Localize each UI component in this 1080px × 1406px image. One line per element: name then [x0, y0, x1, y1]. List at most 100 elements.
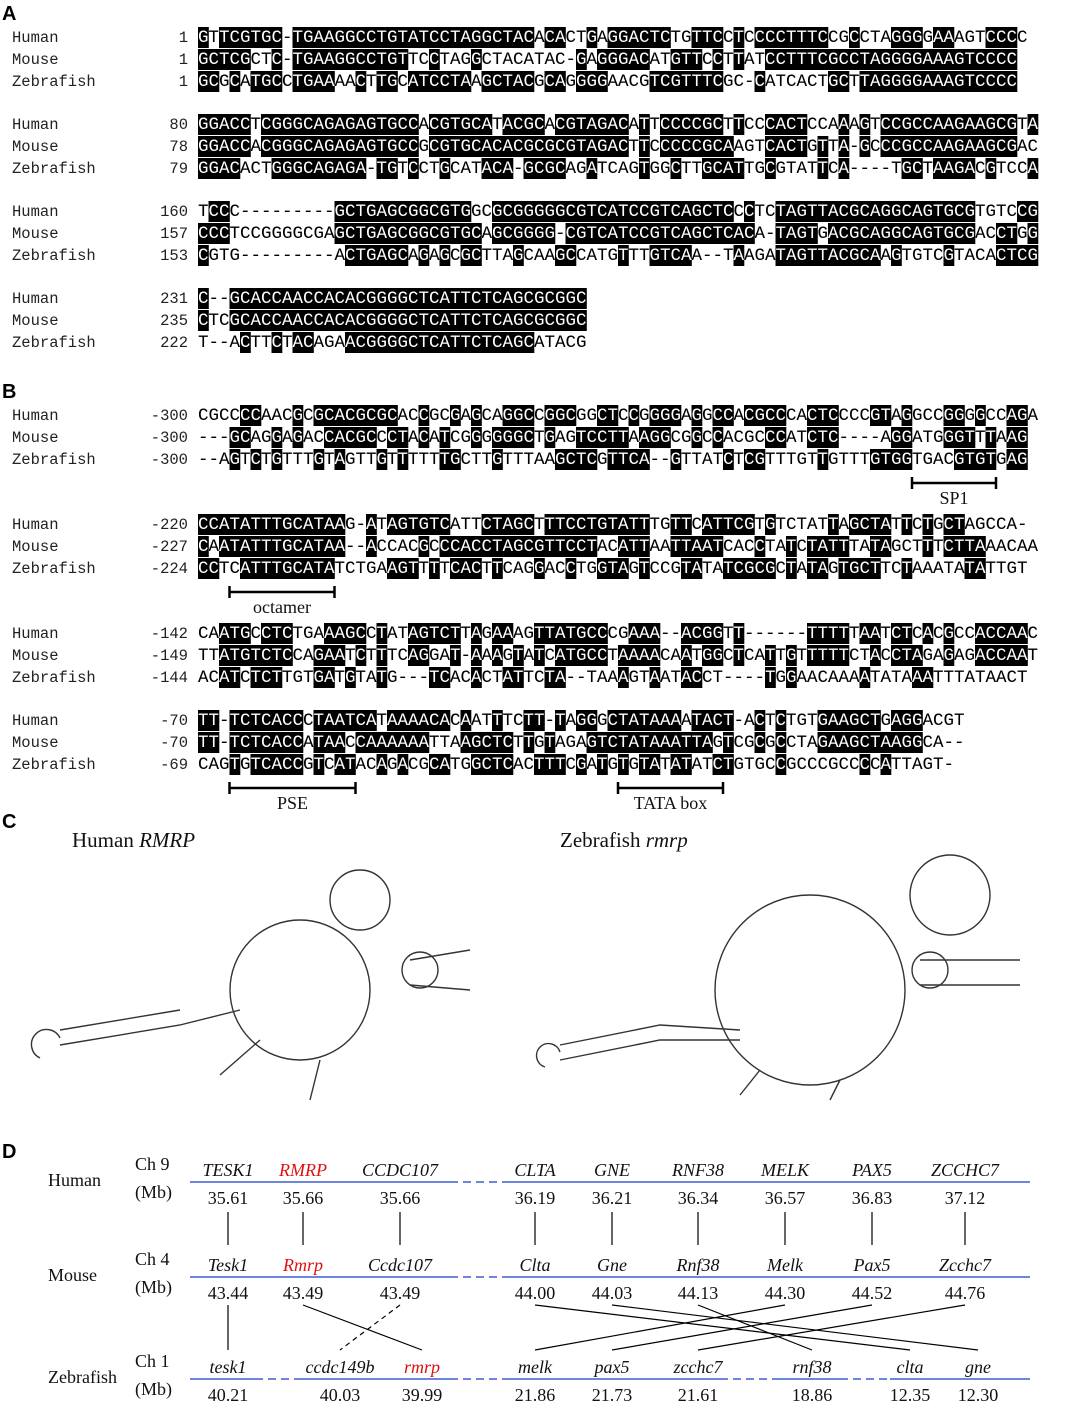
gene-position: 12.30 [958, 1385, 999, 1405]
identity-shade [229, 514, 241, 535]
start-position: -69 [160, 756, 188, 774]
identity-shade [891, 136, 902, 157]
identity-shade [691, 427, 703, 448]
sequence: GTTCGTGC-TGAAGGCCTGTATCCTAGGCTACACACTGAG… [198, 28, 1028, 48]
identity-shade [418, 427, 430, 448]
identity-shade [628, 223, 640, 244]
identity-shade [838, 710, 850, 731]
identity-shade [912, 27, 923, 48]
identity-shade [240, 710, 251, 731]
identity-shade [292, 114, 304, 135]
identity-shade [481, 514, 493, 535]
identity-shade [628, 623, 640, 644]
gene-position: 40.03 [320, 1385, 361, 1405]
identity-shade [408, 332, 419, 353]
identity-shade [702, 623, 713, 644]
identity-shade [271, 332, 283, 353]
identity-shade [544, 514, 556, 535]
identity-shade [292, 536, 304, 557]
annotation-bracket [910, 477, 998, 489]
identity-shade [670, 405, 682, 426]
identity-shade [523, 710, 535, 731]
gene-name: rmrp [404, 1357, 440, 1377]
identity-shade [450, 288, 461, 309]
identity-shade [775, 201, 787, 222]
identity-shade [292, 427, 304, 448]
identity-shade [544, 536, 556, 557]
identity-shade [660, 223, 671, 244]
identity-shade [229, 667, 241, 688]
species-name: Mouse [12, 312, 59, 330]
identity-shade [240, 427, 251, 448]
identity-shade [691, 536, 703, 557]
identity-shade [996, 114, 1007, 135]
identity-shade [576, 71, 587, 92]
identity-shade [240, 288, 251, 309]
identity-shade [387, 310, 398, 331]
identity-shade [303, 136, 314, 157]
identity-shade [943, 427, 955, 448]
identity-shade [324, 667, 335, 688]
identity-shade [418, 732, 430, 753]
identity-shade [786, 667, 797, 688]
identity-shade [712, 49, 724, 70]
identity-shade [586, 427, 598, 448]
identity-shade [712, 405, 724, 426]
ortholog-link [534, 1304, 786, 1351]
sequence: GCTCGCTC-TGAAGGCCTGTTCCTAGGCTACATAC-GAGG… [198, 50, 1017, 70]
gene-name: Pax5 [853, 1255, 891, 1275]
identity-shade [565, 310, 577, 331]
identity-shade [345, 667, 356, 688]
identity-shade [544, 427, 556, 448]
identity-shade [754, 710, 766, 731]
sequence: ACATCTCTTGTGATGTATG---TCACACTATTCTA--TAA… [198, 668, 1028, 688]
identity-shade [880, 49, 892, 70]
identity-shade [198, 514, 209, 535]
identity-shade [324, 310, 335, 331]
identity-shade [198, 245, 209, 266]
identity-shade [985, 114, 997, 135]
identity-shade [387, 514, 398, 535]
sequence: CCTCATTTGCATATCTGAAGTTTTCACTTCAGGACCTGGT… [198, 559, 1028, 579]
identity-shade [271, 427, 283, 448]
identity-shade [954, 49, 965, 70]
species: Zebrafish [560, 828, 641, 852]
identity-shade [271, 288, 283, 309]
identity-shade [681, 514, 692, 535]
identity-shade [366, 405, 377, 426]
identity-shade [366, 288, 377, 309]
identity-shade [355, 710, 367, 731]
identity-shade [943, 536, 955, 557]
identity-shade [618, 536, 629, 557]
gene-position: 12.35 [890, 1385, 931, 1405]
identity-shade [355, 49, 367, 70]
identity-shade [513, 536, 524, 557]
identity-shade [534, 288, 545, 309]
gene-position: 44.76 [945, 1283, 986, 1303]
identity-shade [985, 27, 997, 48]
identity-shade [502, 667, 514, 688]
identity-shade [481, 27, 493, 48]
identity-shade [439, 201, 451, 222]
identity-shade [513, 27, 524, 48]
identity-shade [229, 71, 241, 92]
identity-shade [943, 245, 955, 266]
sequence: CAATGCCTCTGAAAGCCTATAGTCTTAGAAAGTTATGCCC… [198, 624, 1038, 644]
gene-name: Zcchc7 [939, 1255, 992, 1275]
identity-shade [282, 710, 293, 731]
identity-shade [513, 427, 524, 448]
identity-shade [429, 71, 440, 92]
identity-shade [376, 754, 388, 775]
identity-shade [502, 114, 514, 135]
identity-shade [880, 449, 892, 470]
sequence: CAGTGTCACCGTCATACAGACGCATGGCTCACTTTCGATG… [198, 755, 954, 775]
identity-shade [387, 27, 398, 48]
identity-shade [387, 245, 398, 266]
identity-shade [250, 405, 262, 426]
identity-shade [765, 645, 776, 666]
identity-shade [1006, 623, 1018, 644]
identity-shade [345, 245, 356, 266]
identity-shade [271, 558, 283, 579]
identity-shade [891, 427, 902, 448]
identity-shade [639, 754, 650, 775]
